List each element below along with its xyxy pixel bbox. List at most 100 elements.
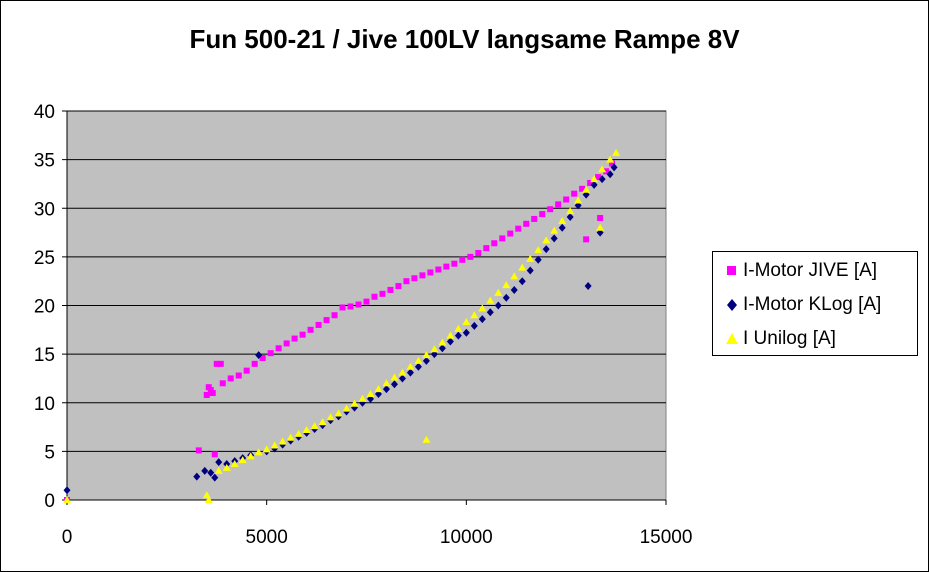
legend: I-Motor JIVE [A] I-Motor KLog [A] I Unil… bbox=[712, 251, 918, 356]
data-point bbox=[595, 174, 602, 181]
data-point bbox=[275, 345, 282, 352]
data-point bbox=[270, 441, 279, 449]
data-point bbox=[283, 340, 290, 347]
data-point bbox=[462, 328, 470, 337]
data-point bbox=[318, 418, 327, 426]
data-point bbox=[515, 225, 522, 232]
data-point bbox=[526, 254, 535, 262]
data-point bbox=[350, 399, 359, 407]
chart-title: Fun 500-21 / Jive 100LV langsame Rampe 8… bbox=[189, 24, 740, 54]
data-point bbox=[555, 201, 562, 208]
data-point bbox=[382, 385, 390, 394]
data-point bbox=[201, 466, 209, 475]
data-point bbox=[550, 234, 558, 243]
legend-item-jive: I-Motor JIVE [A] bbox=[721, 256, 877, 286]
data-point bbox=[491, 240, 498, 247]
data-point bbox=[213, 360, 220, 367]
legend-marker-square-icon bbox=[721, 261, 743, 281]
data-point bbox=[583, 236, 590, 243]
data-point bbox=[193, 472, 201, 481]
data-point bbox=[334, 409, 343, 417]
data-point bbox=[246, 452, 255, 460]
data-point bbox=[584, 282, 592, 291]
data-point bbox=[422, 356, 430, 365]
data-point bbox=[222, 463, 231, 471]
data-point bbox=[499, 235, 506, 242]
data-point bbox=[326, 413, 335, 421]
data-point bbox=[438, 338, 447, 346]
data-point bbox=[238, 456, 247, 464]
data-point bbox=[574, 196, 583, 204]
data-point bbox=[259, 355, 266, 362]
data-point bbox=[438, 344, 446, 353]
data-point bbox=[590, 175, 599, 183]
data-point bbox=[451, 260, 458, 267]
data-point bbox=[227, 375, 234, 382]
legend-item-klog: I-Motor KLog [A] bbox=[721, 290, 881, 320]
y-tick-label: 5 bbox=[44, 442, 55, 463]
data-point bbox=[566, 207, 575, 215]
data-point bbox=[494, 301, 502, 310]
data-point bbox=[235, 372, 242, 379]
data-point bbox=[596, 223, 605, 231]
data-point bbox=[406, 368, 414, 377]
data-point bbox=[411, 275, 418, 282]
data-point bbox=[510, 285, 518, 294]
data-point bbox=[558, 216, 567, 224]
data-point bbox=[204, 496, 213, 503]
data-point bbox=[398, 368, 407, 376]
data-point bbox=[363, 298, 370, 305]
y-tick-label: 40 bbox=[34, 102, 55, 123]
data-point bbox=[214, 466, 223, 474]
data-point bbox=[342, 404, 351, 412]
data-point bbox=[446, 337, 454, 346]
data-point bbox=[606, 155, 615, 163]
data-point bbox=[355, 301, 362, 308]
data-point bbox=[217, 360, 224, 367]
data-point bbox=[563, 196, 570, 203]
data-point bbox=[467, 253, 474, 260]
x-tick-label: 15000 bbox=[640, 527, 693, 548]
data-point bbox=[243, 367, 250, 374]
data-point bbox=[358, 394, 367, 402]
y-tick-label: 30 bbox=[34, 199, 55, 220]
data-point bbox=[443, 263, 450, 270]
data-point bbox=[518, 277, 526, 286]
data-point bbox=[494, 288, 503, 296]
y-tick-label: 35 bbox=[34, 151, 55, 172]
legend-label: I-Motor KLog [A] bbox=[743, 294, 882, 315]
data-point bbox=[534, 255, 542, 264]
data-point bbox=[278, 437, 287, 445]
data-point bbox=[387, 286, 394, 293]
data-point bbox=[398, 374, 406, 383]
x-tick-label: 10000 bbox=[440, 527, 493, 548]
data-point bbox=[63, 486, 71, 495]
data-point bbox=[470, 311, 479, 319]
data-point bbox=[582, 185, 591, 193]
data-point bbox=[395, 283, 402, 290]
data-point bbox=[374, 385, 383, 393]
data-point bbox=[302, 425, 311, 433]
grid-lines bbox=[67, 110, 666, 452]
data-point bbox=[286, 433, 295, 441]
data-point bbox=[502, 293, 510, 302]
data-point bbox=[230, 460, 239, 468]
data-point bbox=[590, 180, 598, 189]
data-point bbox=[483, 245, 490, 252]
data-point bbox=[403, 278, 410, 285]
data-point bbox=[307, 326, 314, 333]
data-point bbox=[63, 496, 71, 503]
data-point bbox=[606, 170, 614, 179]
data-point bbox=[211, 451, 218, 458]
data-point bbox=[558, 223, 566, 232]
data-point bbox=[390, 373, 399, 381]
series-1 bbox=[64, 160, 616, 503]
data-point bbox=[390, 380, 398, 389]
y-tick-label: 25 bbox=[34, 248, 55, 269]
data-point bbox=[609, 160, 616, 167]
data-point bbox=[587, 179, 594, 186]
data-point bbox=[406, 362, 415, 370]
y-tick-label: 10 bbox=[34, 394, 55, 415]
data-point bbox=[414, 356, 423, 364]
